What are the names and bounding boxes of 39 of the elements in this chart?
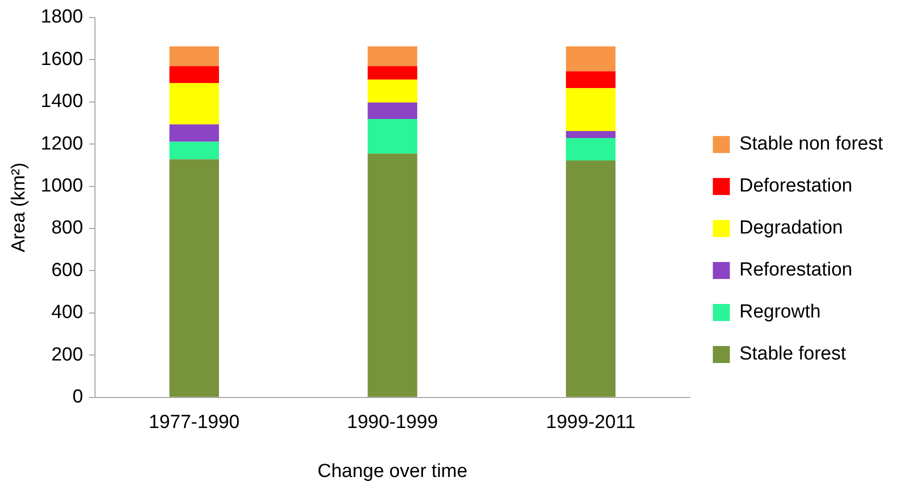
y-axis-title: Area (km²) xyxy=(8,162,30,252)
bar xyxy=(169,66,219,84)
bar xyxy=(368,79,418,102)
y-tick-label: 0 xyxy=(72,386,84,408)
y-tick-label: 1000 xyxy=(40,176,84,197)
y-tick-label: 400 xyxy=(51,302,84,324)
bar xyxy=(566,71,616,88)
bar xyxy=(368,66,418,80)
legend-label: Deforestation xyxy=(739,176,852,197)
x-tick-label: 1999-2011 xyxy=(546,412,636,434)
bar xyxy=(169,46,219,66)
y-tick-label: 200 xyxy=(51,344,84,366)
bar xyxy=(169,83,219,124)
bar xyxy=(566,130,616,138)
x-tick-label: 1990-1999 xyxy=(347,412,438,434)
legend-label: Stable forest xyxy=(739,344,847,365)
bar xyxy=(169,142,219,160)
y-tick-label: 1600 xyxy=(40,48,84,70)
legend-label: Degradation xyxy=(739,218,843,239)
bar xyxy=(566,46,616,72)
y-tick-label: 800 xyxy=(51,218,84,239)
y-tick-label: 1800 xyxy=(40,6,84,28)
y-tick-label: 1400 xyxy=(40,91,84,112)
x-tick-label: 1977-1990 xyxy=(148,412,240,434)
bar xyxy=(169,124,219,142)
y-tick-label: 1200 xyxy=(40,133,84,154)
legend-label: Reforestation xyxy=(739,260,852,281)
bar xyxy=(566,138,616,161)
bar xyxy=(368,154,418,397)
legend-label: Regrowth xyxy=(739,302,821,323)
x-axis-title: Change over time xyxy=(317,460,468,482)
bar xyxy=(566,88,616,131)
bar xyxy=(368,46,418,66)
bar xyxy=(368,118,418,154)
bar xyxy=(566,160,616,397)
bar xyxy=(368,102,418,119)
y-tick-label: 600 xyxy=(51,260,84,281)
bar xyxy=(169,159,219,397)
legend-label: Stable non forest xyxy=(739,134,884,155)
